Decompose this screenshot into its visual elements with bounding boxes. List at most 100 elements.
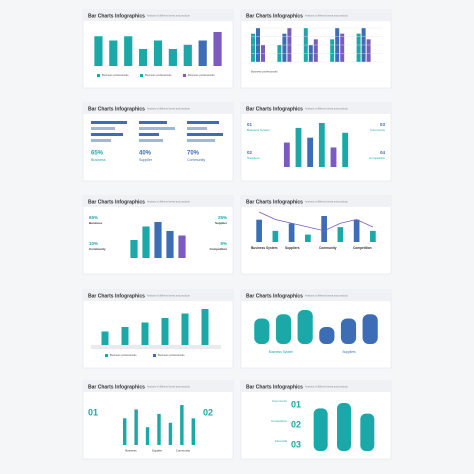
bar	[145, 427, 150, 445]
slide-header	[241, 381, 391, 392]
bar	[318, 123, 325, 167]
label: Business System	[247, 128, 271, 132]
label: Business professionals	[251, 70, 278, 74]
cylinder	[319, 327, 335, 344]
legend-swatch	[183, 74, 186, 77]
label: Suppliers	[247, 156, 260, 160]
bar	[142, 226, 150, 258]
bar	[256, 219, 262, 242]
bar	[139, 139, 163, 142]
label: Bar Charts Infographics	[88, 293, 145, 299]
bar	[187, 127, 207, 130]
label: Bar Charts Infographics	[88, 106, 145, 112]
bar	[139, 49, 148, 66]
bar	[251, 33, 255, 62]
label: Supplier	[139, 158, 153, 162]
slide-header	[241, 10, 391, 21]
label: 04	[380, 150, 386, 155]
label: Analysis of different format and product…	[305, 201, 349, 204]
bar	[178, 235, 186, 258]
bar	[305, 234, 311, 242]
slide-header	[83, 381, 233, 392]
slide-header	[83, 10, 233, 21]
label: Competition	[210, 247, 228, 251]
cylinder	[360, 413, 375, 451]
bar	[91, 121, 127, 124]
bar	[166, 231, 174, 258]
label: 02	[247, 150, 253, 155]
bar	[213, 32, 222, 66]
label: Bar Charts Infographics	[246, 293, 303, 299]
label: Bar Charts Infographics	[246, 13, 303, 19]
label: Bar Charts Infographics	[88, 199, 145, 205]
label: Analysis of different format and product…	[147, 15, 191, 18]
label: Business professionals	[145, 73, 172, 77]
bar	[288, 223, 295, 242]
cylinder	[275, 314, 292, 344]
bar	[198, 40, 207, 66]
label: Business	[89, 221, 103, 225]
bar	[139, 121, 167, 124]
legend-swatch	[105, 354, 108, 357]
bar	[191, 418, 195, 445]
label: Supplier	[215, 221, 228, 225]
bar	[272, 230, 279, 242]
label: 02	[203, 407, 213, 417]
slide-header	[83, 196, 233, 207]
cylinder	[362, 314, 378, 344]
label: Community	[89, 247, 106, 251]
label: 65%	[89, 215, 98, 220]
bar	[187, 139, 215, 142]
label: Bar Charts Infographics	[88, 13, 145, 19]
label: Competition	[353, 246, 372, 250]
bar	[366, 39, 371, 62]
label: 5%	[220, 241, 227, 246]
bar	[282, 33, 287, 62]
label: Community	[176, 449, 191, 453]
label: Competition	[369, 156, 385, 160]
label: 10%	[89, 241, 98, 246]
label: Community	[187, 158, 205, 162]
label: Analysis of different format and product…	[147, 386, 191, 389]
bar	[283, 142, 290, 167]
label: 01	[88, 407, 98, 417]
label: Supplier	[152, 449, 162, 453]
label: Business professionals	[110, 353, 137, 357]
bar	[330, 39, 335, 62]
bar	[134, 409, 138, 445]
label: Analysis of different format and product…	[147, 108, 191, 111]
label: 03	[380, 122, 386, 127]
legend-swatch	[153, 354, 156, 357]
bar	[94, 36, 103, 66]
label: 65%	[91, 151, 104, 157]
slide-header	[241, 196, 391, 207]
bar	[337, 227, 344, 242]
slide-header	[83, 290, 233, 301]
bar	[101, 331, 109, 345]
label: Business System	[251, 246, 278, 250]
label: Analysis of different format and product…	[147, 201, 191, 204]
cylinder	[313, 408, 328, 451]
bar	[141, 322, 149, 345]
bar	[181, 313, 189, 345]
bar	[154, 222, 162, 258]
bar	[295, 127, 302, 167]
label: 03	[291, 439, 301, 449]
label: Business	[91, 158, 106, 162]
slide-card	[240, 102, 392, 182]
cylinder	[297, 310, 313, 344]
label: Analysis of different format and product…	[305, 15, 349, 18]
bar	[356, 33, 361, 62]
bar	[157, 413, 161, 445]
bar	[109, 40, 118, 66]
label: Analysis of different format and product…	[305, 295, 349, 298]
label: Business System	[269, 350, 294, 354]
legend-swatch	[97, 74, 100, 77]
label: Financial	[275, 439, 287, 443]
cylinder	[337, 403, 351, 451]
bar	[321, 216, 327, 242]
label: Suppliers	[342, 350, 356, 354]
bar	[91, 139, 111, 142]
